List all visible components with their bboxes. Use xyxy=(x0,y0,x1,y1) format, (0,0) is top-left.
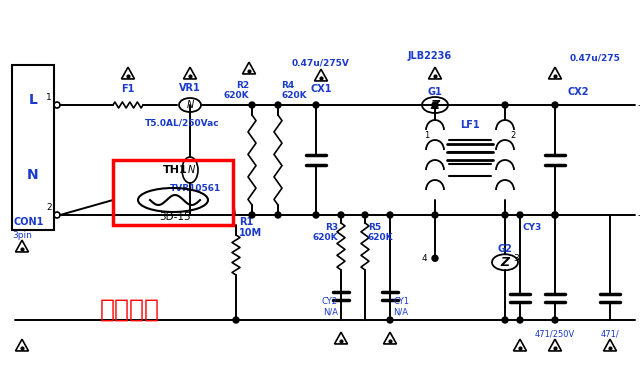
Circle shape xyxy=(502,212,508,218)
Text: 3D-15: 3D-15 xyxy=(159,212,191,222)
Text: 471/: 471/ xyxy=(600,329,620,338)
Circle shape xyxy=(432,102,438,108)
Text: 2: 2 xyxy=(46,203,52,212)
Circle shape xyxy=(502,317,508,323)
Text: R3: R3 xyxy=(325,223,338,231)
Circle shape xyxy=(313,212,319,218)
Circle shape xyxy=(517,212,523,218)
Text: LF1: LF1 xyxy=(460,120,480,130)
Text: F1: F1 xyxy=(122,84,134,94)
Text: 热敏电阻: 热敏电阻 xyxy=(100,298,160,322)
Text: —: — xyxy=(637,100,640,110)
Text: CON1: CON1 xyxy=(14,217,44,227)
Text: N: N xyxy=(186,100,194,110)
Circle shape xyxy=(387,317,393,323)
Circle shape xyxy=(275,102,281,108)
Text: CX2: CX2 xyxy=(567,87,589,97)
Circle shape xyxy=(233,317,239,323)
Circle shape xyxy=(249,102,255,108)
Bar xyxy=(113,160,233,225)
Text: —: — xyxy=(637,210,640,220)
Circle shape xyxy=(249,212,255,218)
Text: TVR10561: TVR10561 xyxy=(170,184,221,193)
Text: CY2: CY2 xyxy=(322,298,338,307)
Text: N/A: N/A xyxy=(323,307,338,317)
Circle shape xyxy=(387,212,393,218)
Circle shape xyxy=(313,102,319,108)
Circle shape xyxy=(338,212,344,218)
Text: R5: R5 xyxy=(368,223,381,231)
Text: CY3: CY3 xyxy=(522,223,541,231)
Text: L: L xyxy=(29,93,37,107)
Text: 620K: 620K xyxy=(368,233,394,242)
Text: N: N xyxy=(188,165,195,175)
Text: N: N xyxy=(27,168,39,182)
Text: CY1: CY1 xyxy=(393,298,409,307)
Text: TH1: TH1 xyxy=(163,165,188,175)
Text: 620K: 620K xyxy=(281,91,307,100)
Circle shape xyxy=(275,212,281,218)
Text: 1: 1 xyxy=(46,93,52,102)
Text: 4: 4 xyxy=(421,254,427,263)
Text: 0.47u/275: 0.47u/275 xyxy=(570,54,621,63)
Text: 471/250V: 471/250V xyxy=(535,329,575,338)
Circle shape xyxy=(432,255,438,261)
Text: Z: Z xyxy=(431,98,440,112)
Text: Z: Z xyxy=(500,256,509,269)
Text: VR1: VR1 xyxy=(179,83,201,93)
Circle shape xyxy=(502,102,508,108)
Text: 620K: 620K xyxy=(312,233,338,242)
Text: 1: 1 xyxy=(424,130,429,140)
Text: R4: R4 xyxy=(281,81,294,89)
Circle shape xyxy=(552,212,558,218)
Text: R1: R1 xyxy=(239,217,253,227)
Text: 620K: 620K xyxy=(223,91,249,100)
Circle shape xyxy=(552,212,558,218)
Circle shape xyxy=(517,317,523,323)
Text: N/A: N/A xyxy=(393,307,408,317)
Text: G2: G2 xyxy=(498,244,513,254)
Text: G1: G1 xyxy=(428,87,442,97)
Circle shape xyxy=(552,317,558,323)
Circle shape xyxy=(552,102,558,108)
Text: 0.47u/275V: 0.47u/275V xyxy=(292,58,350,68)
Text: 10M: 10M xyxy=(239,228,262,238)
Text: JLB2236: JLB2236 xyxy=(408,51,452,61)
Text: T5.0AL/250Vac: T5.0AL/250Vac xyxy=(145,119,220,128)
Text: 2: 2 xyxy=(510,130,516,140)
Circle shape xyxy=(362,212,368,218)
Bar xyxy=(12,65,54,230)
Text: CX1: CX1 xyxy=(310,84,332,94)
Text: 3pin: 3pin xyxy=(12,231,32,240)
Text: 3: 3 xyxy=(513,254,519,263)
Text: R2: R2 xyxy=(236,81,249,89)
Circle shape xyxy=(432,212,438,218)
